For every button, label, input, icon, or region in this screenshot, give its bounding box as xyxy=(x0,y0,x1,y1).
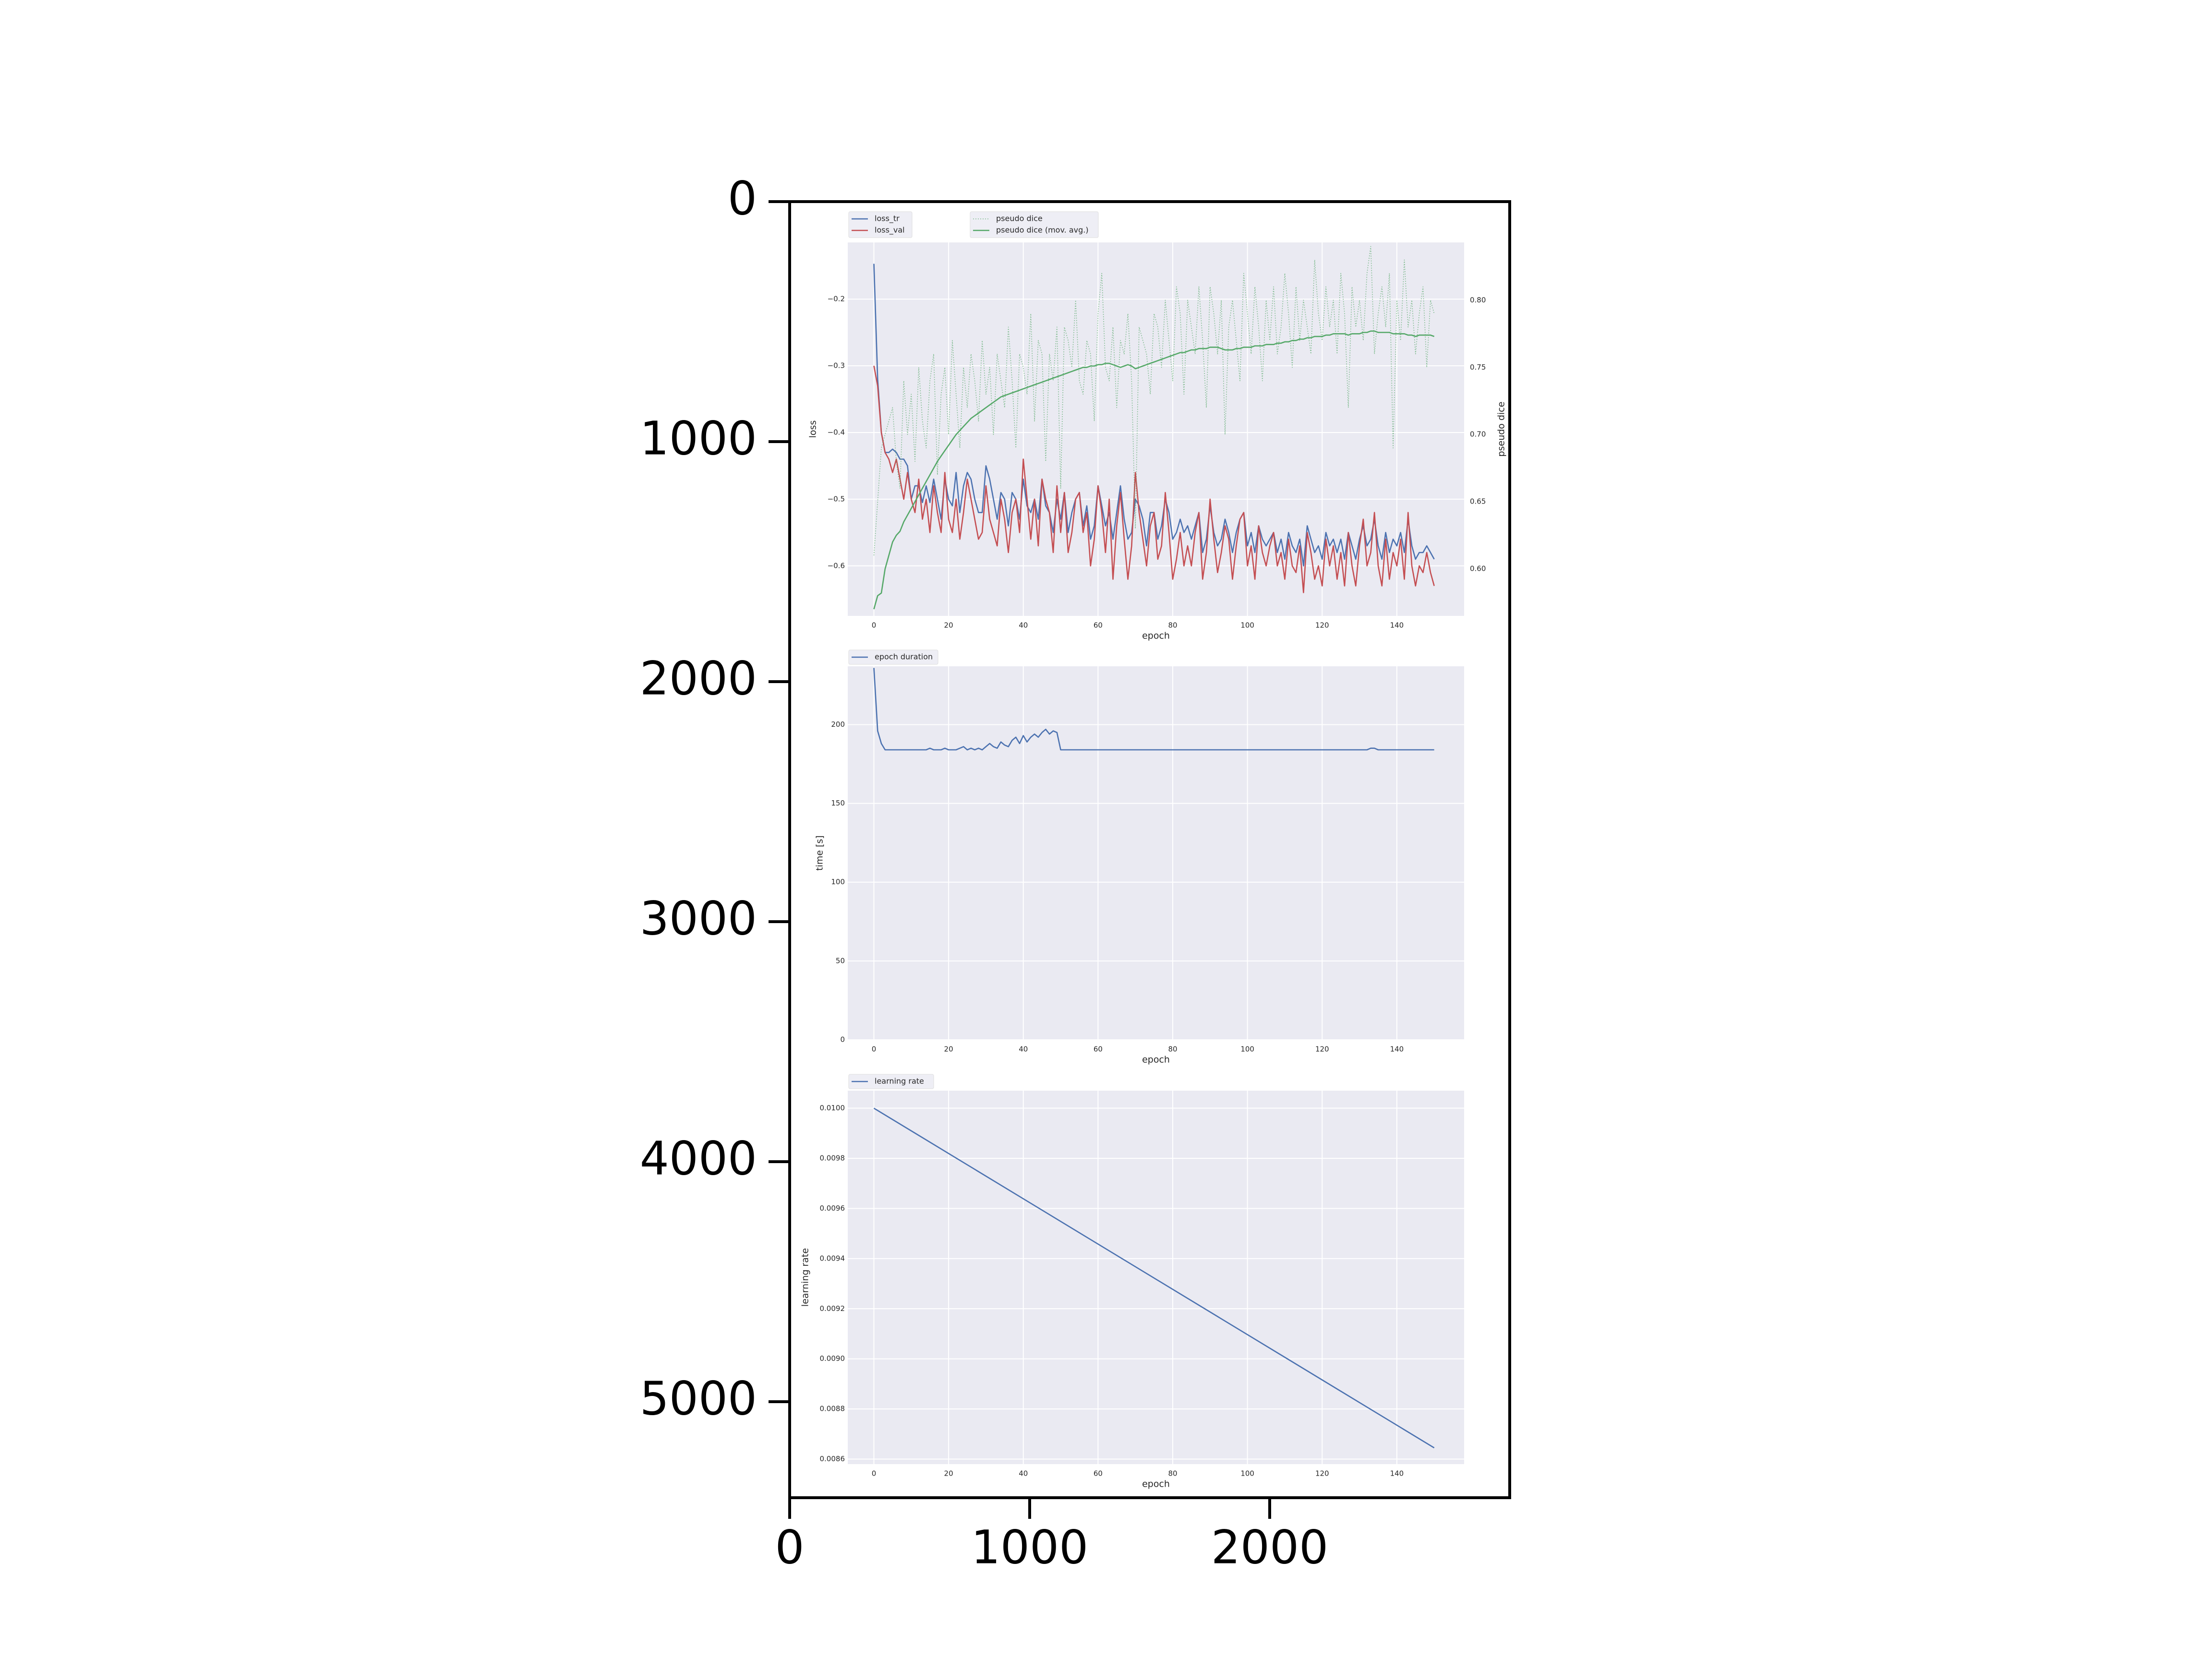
series-line-pseudo-dice-mov-avg- xyxy=(873,330,1435,610)
x-tick-label: 20 xyxy=(944,621,953,630)
x-tick-label: 0 xyxy=(872,1469,877,1478)
x-axis-label: epoch xyxy=(1142,1055,1170,1065)
series-line-pseudo-dice xyxy=(873,246,1435,556)
x-tick-label: 0 xyxy=(872,621,877,630)
y-tick-label: 150 xyxy=(831,799,845,807)
y-tick-label: 200 xyxy=(831,720,845,729)
outer-x-tick-label: 1000 xyxy=(971,1520,1088,1574)
x-tick-label: 100 xyxy=(1240,1469,1254,1478)
y-tick-label: −0.5 xyxy=(828,494,845,503)
y-tick-label: −0.6 xyxy=(828,561,845,570)
x-tick-label: 100 xyxy=(1240,1045,1254,1054)
y-tick-label: 0.0100 xyxy=(820,1104,845,1112)
plot-area xyxy=(848,1091,1464,1464)
legend-label: loss_val xyxy=(875,226,905,235)
legend: epoch duration xyxy=(848,649,938,665)
x-tick-label: 80 xyxy=(1168,1469,1177,1478)
x-tick-label: 120 xyxy=(1315,1469,1329,1478)
x-tick-label: 80 xyxy=(1168,621,1177,630)
y-tick-label: 0.0090 xyxy=(820,1354,845,1363)
y-axis-label: time [s] xyxy=(815,835,825,871)
y-tick-label: 0.0088 xyxy=(820,1405,845,1413)
outer-y-tick-label: 3000 xyxy=(640,891,757,945)
y-tick-label: 0.0094 xyxy=(820,1254,845,1262)
x-tick-label: 0 xyxy=(872,1045,877,1054)
y-tick-label: −0.4 xyxy=(828,428,845,436)
legend-label: pseudo dice xyxy=(996,214,1043,223)
series-line-learning-rate xyxy=(873,1107,1435,1449)
subplot-3: 0 20 40 60 80 100 120 140 0.0086 0.0088 0.0090 0.00… xyxy=(800,1074,1464,1490)
x-tick-label: 60 xyxy=(1094,621,1103,630)
outer-x-tick-label: 2000 xyxy=(1211,1520,1328,1574)
outer-y-tick-label: 2000 xyxy=(640,651,757,705)
legend: loss_tr loss_val xyxy=(848,211,913,238)
y-tick-label: 0 xyxy=(840,1035,845,1044)
x-tick-label: 20 xyxy=(944,1469,953,1478)
outer-axes-frame xyxy=(788,200,1511,1499)
legend-label: loss_tr xyxy=(875,214,900,224)
x-tick-label: 60 xyxy=(1094,1045,1103,1054)
y2-tick-label: 0.75 xyxy=(1470,363,1486,372)
y-tick-label: 50 xyxy=(836,956,845,965)
x-tick-label: 120 xyxy=(1315,621,1329,630)
x-tick-label: 40 xyxy=(1019,1045,1028,1054)
outer-y-tick-label: 1000 xyxy=(640,411,757,465)
legend-label: epoch duration xyxy=(875,652,933,661)
x-tick-label: 40 xyxy=(1019,621,1028,630)
x-axis-label: epoch xyxy=(1142,631,1170,641)
plot-area xyxy=(848,242,1464,616)
series-line-epoch-duration xyxy=(873,668,1434,751)
outer-x-tick-label: 0 xyxy=(775,1520,804,1574)
y-axis-label: learning rate xyxy=(800,1248,811,1307)
y-tick-label: −0.2 xyxy=(828,295,845,303)
x-tick-label: 100 xyxy=(1240,621,1254,630)
training-progress-image: 0 20 40 60 80 100 120 140 −0.6 −0.5 −0.4 −0.3 −0.2 0.… xyxy=(790,202,1510,1498)
legend: pseudo dice pseudo dice (mov. avg.) xyxy=(970,211,1099,238)
legend-label: learning rate xyxy=(875,1077,924,1086)
legend: learning rate xyxy=(848,1074,934,1089)
legend-box xyxy=(848,1074,934,1089)
y-tick-label: 0.0086 xyxy=(820,1455,845,1463)
subplot-2: 0 20 40 60 80 100 120 140 0 50 100 150 200 epoch time … xyxy=(815,649,1464,1065)
outer-y-tick-label: 5000 xyxy=(640,1371,757,1425)
x-tick-label: 80 xyxy=(1168,1045,1177,1054)
y-tick-label: 0.0096 xyxy=(820,1204,845,1213)
y-tick-label: 0.0098 xyxy=(820,1154,845,1162)
y2-tick-label: 0.60 xyxy=(1470,565,1486,573)
y-tick-label: 100 xyxy=(831,878,845,886)
y2-axis-label: pseudo dice xyxy=(1496,402,1507,457)
y2-tick-label: 0.65 xyxy=(1470,497,1486,506)
legend-label: pseudo dice (mov. avg.) xyxy=(996,226,1089,235)
series-line-loss-val xyxy=(873,365,1435,593)
x-tick-label: 120 xyxy=(1315,1045,1329,1054)
y-tick-label: −0.3 xyxy=(828,361,845,370)
legend-box xyxy=(848,649,938,665)
y2-tick-label: 0.70 xyxy=(1470,430,1486,439)
outer-y-tick-label: 4000 xyxy=(640,1131,757,1185)
legend-box xyxy=(970,211,1099,238)
x-tick-label: 20 xyxy=(944,1045,953,1054)
subplot-1: 0 20 40 60 80 100 120 140 −0.6 −0.5 −0.4 −0.3 −0.2 0.… xyxy=(808,211,1507,641)
x-tick-label: 140 xyxy=(1390,621,1404,630)
x-tick-label: 40 xyxy=(1019,1469,1028,1478)
x-tick-label: 140 xyxy=(1390,1045,1404,1054)
x-axis-label: epoch xyxy=(1142,1479,1170,1490)
y-tick-label: 0.0092 xyxy=(820,1304,845,1313)
y2-tick-label: 0.80 xyxy=(1470,296,1486,304)
outer-y-tick-label: 0 xyxy=(728,171,757,225)
x-tick-label: 140 xyxy=(1390,1469,1404,1478)
plot-area xyxy=(848,666,1464,1040)
x-tick-label: 60 xyxy=(1094,1469,1103,1478)
legend-box xyxy=(848,211,913,238)
y-axis-label: loss xyxy=(808,421,818,438)
